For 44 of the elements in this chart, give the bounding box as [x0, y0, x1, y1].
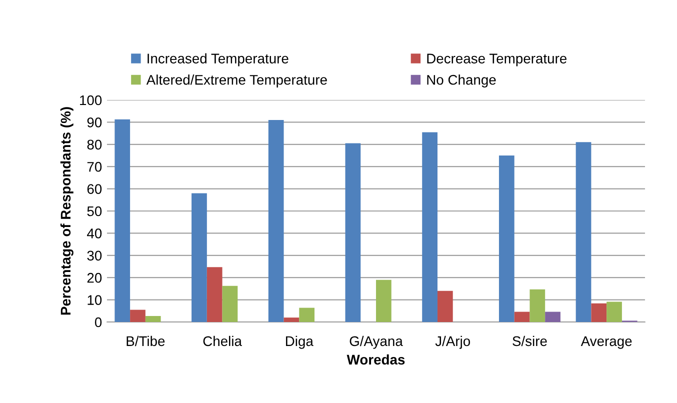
bar — [130, 310, 146, 322]
bar — [606, 302, 622, 322]
x-tick-label: J/Arjo — [435, 336, 470, 349]
y-tick-label: 90 — [87, 118, 102, 128]
bar — [145, 316, 161, 322]
bar — [498, 156, 514, 322]
legend-label: Altered/Extreme Temperature — [146, 74, 327, 88]
y-tick-label: 60 — [87, 184, 102, 194]
bar — [284, 318, 300, 322]
y-tick-label: 30 — [87, 250, 102, 261]
legend-label: Decrease Temperature — [427, 54, 567, 66]
x-tick-label: Chelia — [203, 336, 242, 346]
y-tick-label: 20 — [87, 272, 102, 283]
x-tick-label: B/Tibe — [126, 336, 165, 346]
y-tick-label: 50 — [87, 206, 102, 216]
x-tick-label: S/sire — [512, 336, 547, 346]
x-axis-title: Woredas — [346, 354, 405, 365]
bar — [422, 132, 438, 322]
y-tick-label: 40 — [87, 228, 102, 238]
bar — [114, 119, 130, 322]
y-tick-label: 0 — [94, 317, 102, 328]
x-tick-label: G/Ayana — [350, 336, 403, 349]
y-tick-label: 100 — [80, 95, 102, 106]
x-tick-label: Diga — [286, 336, 314, 349]
bar — [299, 308, 315, 322]
y-axis-title: Percentage of Respondants (%) — [60, 107, 74, 315]
bar — [222, 286, 238, 322]
bar — [376, 280, 392, 322]
bar — [576, 142, 592, 322]
bar — [514, 312, 530, 322]
x-tick-label: Average — [580, 336, 632, 349]
bar — [437, 290, 453, 322]
y-tick-label: 10 — [88, 295, 102, 305]
bar — [530, 289, 546, 322]
legend-label: Increased Temperature — [148, 53, 288, 66]
bar — [345, 143, 361, 322]
bar — [268, 120, 284, 322]
bar — [591, 303, 607, 322]
bar — [192, 193, 207, 322]
bar — [206, 267, 222, 322]
legend-label: No Change — [427, 74, 496, 88]
y-tick-label: 70 — [87, 162, 102, 172]
y-tick-label: 80 — [87, 140, 102, 150]
bar — [545, 312, 560, 322]
